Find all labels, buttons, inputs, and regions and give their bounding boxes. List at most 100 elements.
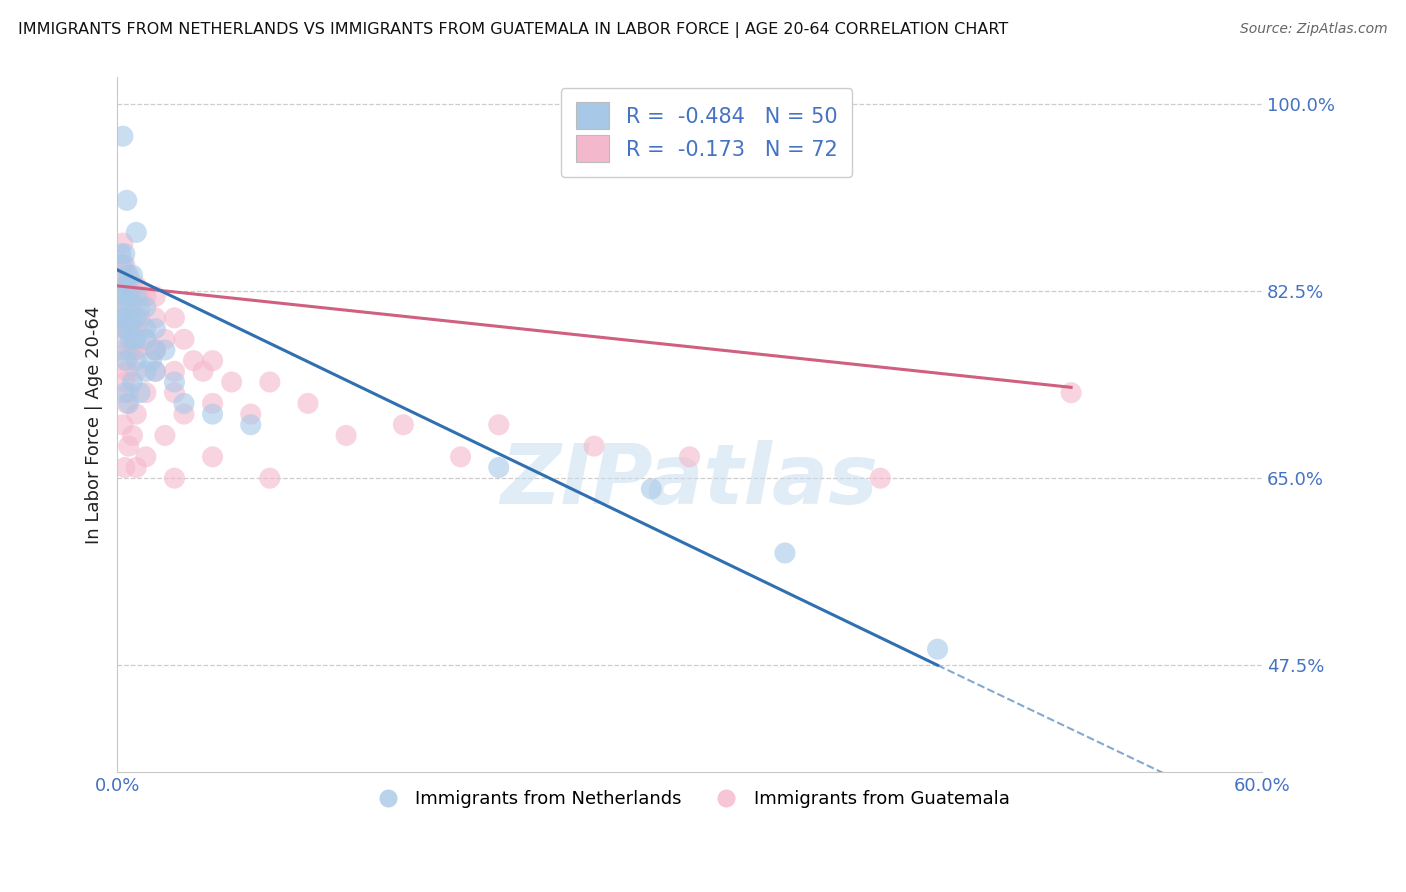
- Point: [129, 310, 152, 325]
- Point: [115, 194, 138, 208]
- Point: [114, 375, 136, 389]
- Point: [111, 268, 134, 282]
- Point: [125, 321, 148, 335]
- Point: [125, 353, 148, 368]
- Point: [120, 300, 142, 314]
- Point: [125, 226, 148, 240]
- Point: [143, 343, 166, 357]
- Point: [111, 343, 134, 357]
- Point: [135, 300, 157, 314]
- Text: ZIPatlas: ZIPatlas: [501, 440, 879, 521]
- Point: [115, 396, 138, 410]
- Point: [117, 343, 139, 357]
- Point: [114, 300, 136, 314]
- Point: [125, 310, 148, 325]
- Point: [239, 417, 262, 432]
- Point: [115, 353, 138, 368]
- Point: [163, 310, 186, 325]
- Point: [173, 332, 195, 346]
- Point: [121, 310, 143, 325]
- Text: Source: ZipAtlas.com: Source: ZipAtlas.com: [1240, 22, 1388, 37]
- Point: [114, 332, 136, 346]
- Point: [135, 332, 157, 346]
- Point: [121, 268, 143, 282]
- Point: [111, 289, 134, 303]
- Point: [114, 257, 136, 271]
- Point: [125, 343, 148, 357]
- Point: [115, 300, 138, 314]
- Point: [640, 482, 662, 496]
- Point: [117, 278, 139, 293]
- Point: [115, 321, 138, 335]
- Point: [869, 471, 891, 485]
- Point: [115, 289, 138, 303]
- Point: [135, 321, 157, 335]
- Point: [201, 396, 224, 410]
- Point: [173, 396, 195, 410]
- Point: [129, 289, 152, 303]
- Point: [259, 375, 281, 389]
- Point: [583, 439, 606, 453]
- Point: [111, 236, 134, 251]
- Point: [183, 353, 205, 368]
- Point: [114, 385, 136, 400]
- Point: [678, 450, 700, 464]
- Point: [121, 278, 143, 293]
- Point: [111, 129, 134, 144]
- Point: [488, 417, 510, 432]
- Point: [153, 332, 176, 346]
- Point: [117, 439, 139, 453]
- Point: [450, 450, 472, 464]
- Point: [110, 310, 132, 325]
- Point: [117, 385, 139, 400]
- Point: [115, 278, 138, 293]
- Point: [114, 278, 136, 293]
- Point: [114, 310, 136, 325]
- Point: [121, 375, 143, 389]
- Point: [141, 353, 163, 368]
- Point: [110, 246, 132, 260]
- Point: [201, 407, 224, 421]
- Point: [111, 321, 134, 335]
- Point: [143, 343, 166, 357]
- Point: [124, 343, 146, 357]
- Point: [163, 385, 186, 400]
- Point: [115, 321, 138, 335]
- Point: [1060, 385, 1083, 400]
- Point: [121, 428, 143, 442]
- Point: [143, 289, 166, 303]
- Point: [201, 353, 224, 368]
- Point: [153, 343, 176, 357]
- Point: [163, 471, 186, 485]
- Point: [135, 332, 157, 346]
- Point: [120, 332, 142, 346]
- Point: [135, 289, 157, 303]
- Point: [121, 343, 143, 357]
- Point: [115, 268, 138, 282]
- Point: [125, 310, 148, 325]
- Point: [392, 417, 415, 432]
- Point: [125, 407, 148, 421]
- Point: [191, 364, 214, 378]
- Point: [125, 332, 148, 346]
- Point: [221, 375, 243, 389]
- Point: [124, 332, 146, 346]
- Point: [111, 257, 134, 271]
- Point: [143, 343, 166, 357]
- Point: [259, 471, 281, 485]
- Point: [117, 396, 139, 410]
- Point: [117, 310, 139, 325]
- Point: [239, 407, 262, 421]
- Point: [129, 385, 152, 400]
- Y-axis label: In Labor Force | Age 20-64: In Labor Force | Age 20-64: [86, 306, 103, 544]
- Point: [120, 289, 142, 303]
- Point: [143, 310, 166, 325]
- Point: [111, 289, 134, 303]
- Point: [201, 450, 224, 464]
- Point: [129, 300, 152, 314]
- Point: [163, 375, 186, 389]
- Point: [773, 546, 796, 560]
- Point: [143, 321, 166, 335]
- Point: [135, 385, 157, 400]
- Legend: Immigrants from Netherlands, Immigrants from Guatemala: Immigrants from Netherlands, Immigrants …: [363, 782, 1017, 815]
